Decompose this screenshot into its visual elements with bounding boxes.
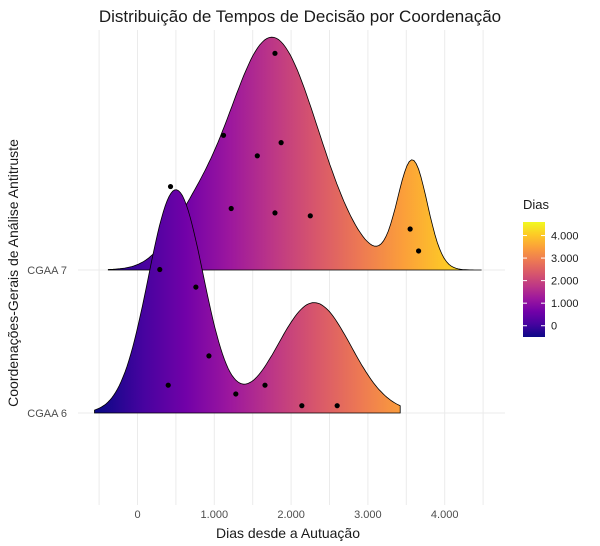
legend-tick-label: 0 [551, 321, 557, 333]
data-point [307, 213, 313, 219]
data-point [254, 153, 260, 159]
data-point [415, 248, 422, 254]
data-point [334, 403, 340, 409]
y-tick-label: CGAA 6 [27, 408, 67, 420]
data-point [220, 132, 227, 138]
legend-tick-label: 1.000 [551, 298, 579, 310]
y-axis-title: Coordenações-Gerais de Análise Antitrust… [5, 139, 21, 407]
legend-tick-label: 2.000 [551, 276, 579, 288]
ridges [94, 36, 482, 414]
x-tick-label: 3.000 [354, 509, 382, 521]
data-point [228, 205, 234, 212]
x-tick-label: 0 [134, 509, 140, 521]
data-point [262, 382, 268, 388]
x-tick-label: 2.000 [277, 509, 305, 521]
data-point [193, 284, 199, 290]
legend: Dias 0 1.000 2.000 3.000 4.000 [523, 197, 579, 337]
data-point [233, 391, 239, 397]
data-point [278, 140, 284, 146]
data-point [206, 353, 212, 359]
data-point [272, 210, 278, 216]
data-point [167, 183, 174, 190]
y-tick-label: CGAA 7 [27, 265, 67, 277]
data-point [165, 382, 171, 388]
legend-tick-label: 3.000 [551, 253, 579, 265]
legend-colorbar [523, 222, 545, 337]
chart-title: Distribuição de Tempos de Decisão por Co… [99, 7, 501, 26]
legend-title: Dias [523, 197, 550, 212]
data-point [157, 266, 163, 273]
x-axis-title: Dias desde a Autuação [216, 525, 360, 541]
data-point [272, 50, 278, 56]
data-point [407, 226, 413, 232]
legend-tick-label: 4.000 [551, 231, 579, 243]
x-tick-label: 4.000 [431, 509, 459, 521]
x-tick-label: 1.000 [201, 509, 229, 521]
ridge-cgaa-6 [94, 189, 401, 414]
axes: 0 1.000 2.000 3.000 4.000 CGAA 6 CGAA 7 [27, 265, 458, 521]
data-point [299, 403, 305, 409]
